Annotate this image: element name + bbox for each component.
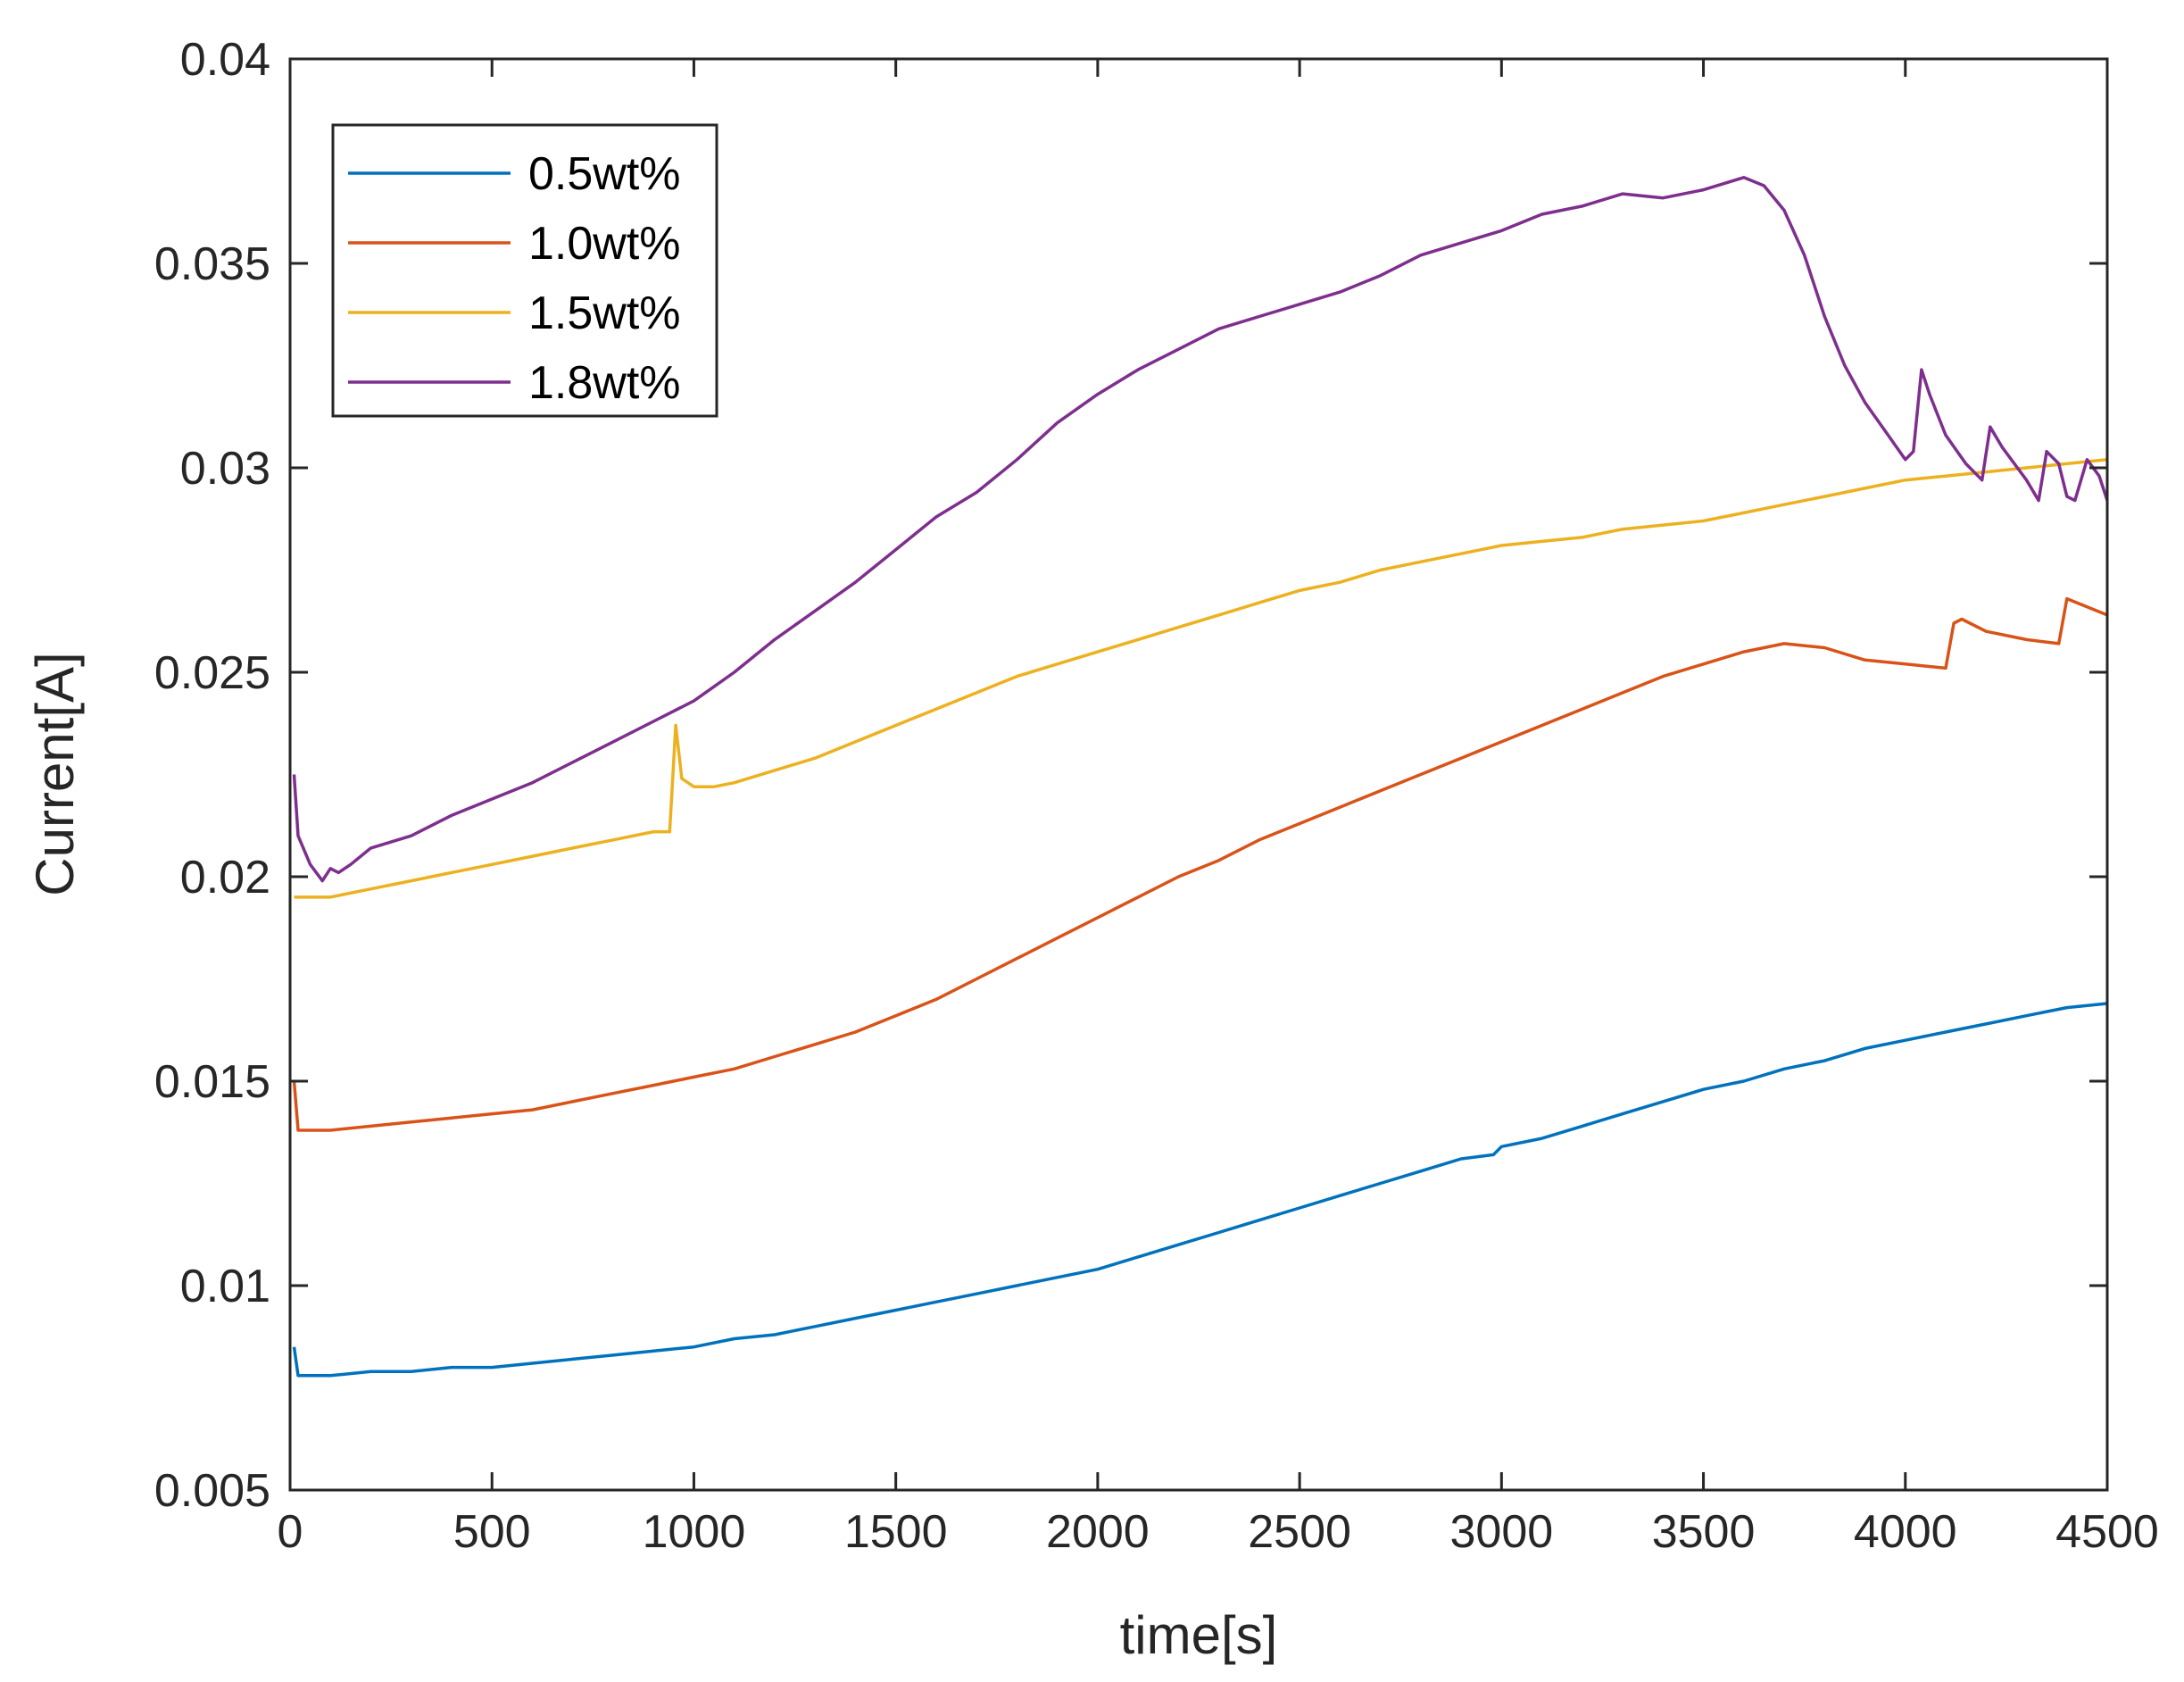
x-tick-label-7: 3500 [1652, 1506, 1756, 1558]
y-tick-label-4: 0.025 [154, 647, 270, 699]
x-tick-label-5: 2500 [1248, 1506, 1351, 1558]
legend-label-2: 1.5wt% [528, 287, 681, 339]
x-tick-label-8: 4000 [1854, 1506, 1957, 1558]
series-line-0 [292, 1002, 2108, 1378]
x-tick-label-1: 500 [453, 1506, 531, 1558]
tick-marks [288, 57, 2109, 1492]
series-line-1 [292, 596, 2108, 1132]
y-axis-label: Current[A] [25, 652, 85, 895]
y-tick-label-1: 0.01 [180, 1261, 270, 1312]
x-tick-label-4: 2000 [1046, 1506, 1150, 1558]
x-tick-label-2: 1000 [643, 1506, 746, 1558]
x-axis-label: time[s] [1120, 1605, 1278, 1665]
y-tick-label-6: 0.035 [154, 238, 270, 290]
y-tick-label-5: 0.03 [180, 443, 270, 495]
y-tick-label-2: 0.015 [154, 1056, 270, 1108]
y-tick-labels: 0.005 0.01 0.015 0.02 0.025 0.03 0.035 0.04 [154, 34, 270, 1517]
series-layer [292, 176, 2109, 1378]
x-tick-label-0: 0 [278, 1506, 303, 1558]
legend-label-3: 1.8wt% [528, 357, 681, 409]
plot-frame [288, 57, 2109, 1492]
legend-label-0: 0.5wt% [528, 148, 681, 200]
x-tick-label-3: 1500 [844, 1506, 948, 1558]
x-tick-label-9: 4500 [2055, 1506, 2159, 1558]
legend: 0.5wt% 1.0wt% 1.5wt% 1.8wt% [331, 123, 718, 418]
series-line-3 [292, 176, 2109, 883]
legend-entries: 0.5wt% 1.0wt% 1.5wt% 1.8wt% [348, 148, 681, 409]
y-tick-label-3: 0.02 [180, 852, 270, 903]
series-line-2 [294, 458, 2108, 899]
x-tick-label-6: 3000 [1449, 1506, 1553, 1558]
legend-label-1: 1.0wt% [528, 218, 681, 270]
x-tick-labels: 0 500 1000 1500 2000 2500 3000 3500 4000 4500 [278, 1506, 2159, 1558]
y-tick-label-7: 0.04 [180, 34, 270, 86]
y-tick-label-0: 0.005 [154, 1465, 270, 1517]
